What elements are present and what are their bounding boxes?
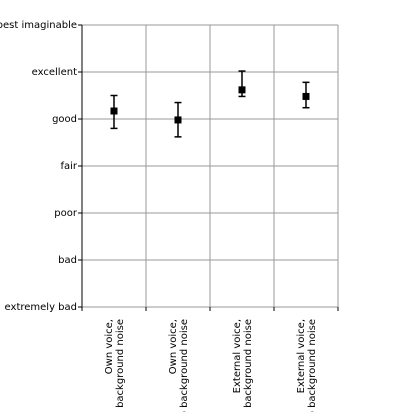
y-tick-label: excellent (32, 67, 77, 78)
x-category-label: Own voice,background noise (104, 319, 126, 408)
x-category-label: Own voice,no background noise (168, 319, 190, 412)
data-layer (110, 70, 310, 138)
y-tick-label: poor (54, 208, 78, 219)
x-category-line: no background noise (307, 319, 318, 412)
y-tick-label: good (52, 114, 77, 125)
x-category-text: Own voice,background noise (104, 319, 126, 408)
data-point (302, 92, 310, 100)
y-tick-label: fair (60, 161, 77, 172)
x-category-label: External voice,background noise (232, 319, 254, 408)
data-point (238, 86, 246, 94)
x-category-line: background noise (115, 319, 126, 408)
x-category-line: Own voice, (104, 319, 115, 374)
x-category-line: background noise (243, 319, 254, 408)
x-category-text: Own voice,no background noise (168, 319, 190, 412)
x-category-line: External voice, (296, 319, 307, 393)
y-tick-label: best imaginable (0, 20, 77, 31)
x-category-text: External voice,no background noise (296, 319, 318, 412)
y-tick-label: extremely bad (5, 302, 77, 313)
x-category-label: External voice,no background noise (296, 319, 318, 412)
data-point (110, 107, 118, 115)
x-category-labels: Own voice,background noise Own voice,no b… (104, 319, 318, 412)
data-point (174, 116, 182, 124)
x-category-text: External voice,background noise (232, 319, 254, 408)
x-category-line: External voice, (232, 319, 243, 393)
y-tick-label: bad (58, 255, 77, 266)
y-tick-labels: extremely bad bad poor fair good excellent bes… (0, 20, 78, 313)
grid-layer (78, 24, 339, 311)
x-category-line: Own voice, (168, 319, 179, 374)
x-category-line: no background noise (179, 319, 190, 412)
